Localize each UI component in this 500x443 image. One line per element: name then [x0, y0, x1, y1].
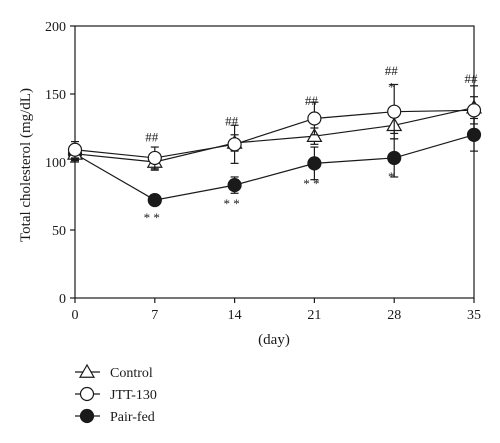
significance-marker: ##: [305, 93, 319, 108]
data-point: [387, 104, 402, 119]
legend-label: Pair-fed: [110, 410, 155, 425]
y-tick-label: 0: [59, 292, 66, 307]
significance-marker: * *: [303, 176, 319, 191]
data-point: [147, 192, 162, 208]
legend-item: JTT-130: [75, 386, 157, 403]
x-axis-label: (day): [258, 332, 290, 348]
legend-marker: [78, 363, 96, 378]
significance-marker: ##: [225, 113, 239, 128]
data-point: [466, 103, 482, 118]
plot-frame: [74, 25, 475, 299]
series-line: [74, 107, 475, 163]
series-layer: [66, 83, 483, 208]
data-point: [227, 137, 242, 152]
x-tick-label: 7: [151, 308, 158, 323]
significance-marker: ##: [385, 63, 399, 78]
significance-marker: *: [388, 79, 395, 94]
data-point: [67, 142, 83, 157]
y-tick-label: 150: [45, 88, 66, 103]
significance-marker: * *: [144, 210, 160, 225]
x-tick-label: 35: [467, 308, 481, 323]
significance-marker: ##: [145, 130, 159, 145]
x-tick-label: 14: [228, 308, 242, 323]
significance-marker: ##: [465, 71, 479, 86]
series-control: [66, 85, 483, 171]
tick-labels: 0 7 14 21 28 35 0 50 100 150 200: [45, 20, 481, 323]
y-tick-label: 100: [45, 156, 66, 171]
significance-marker: *: [388, 169, 395, 184]
significance-marker: * *: [223, 196, 239, 211]
axes: [70, 25, 475, 303]
y-tick-label: 50: [52, 224, 66, 239]
legend-marker: [79, 386, 95, 402]
data-point: [147, 150, 162, 166]
data-point: [387, 150, 402, 166]
legend-label: JTT-130: [110, 388, 157, 403]
data-point: [466, 127, 482, 142]
data-point: [227, 178, 242, 193]
y-axis-label: Total cholesterol (mg/dL): [18, 88, 34, 242]
x-tick-label: 0: [72, 308, 79, 323]
series-line: [74, 134, 475, 201]
x-tick-label: 21: [307, 308, 321, 323]
data-point: [307, 111, 322, 126]
legend-label: Control: [110, 366, 153, 381]
legend: Control JTT-130 Pair-fed: [75, 363, 157, 425]
legend-marker: [79, 408, 95, 424]
data-point: [307, 156, 322, 171]
series-jtt-130: [67, 83, 482, 170]
x-tick-label: 28: [387, 308, 401, 323]
legend-item: Control: [75, 363, 153, 381]
series-line: [74, 109, 475, 159]
y-tick-label: 200: [45, 20, 66, 35]
annotations-layer: ## ## ## ## ## * * * * * * * *: [144, 63, 478, 225]
legend-item: Pair-fed: [75, 408, 155, 425]
